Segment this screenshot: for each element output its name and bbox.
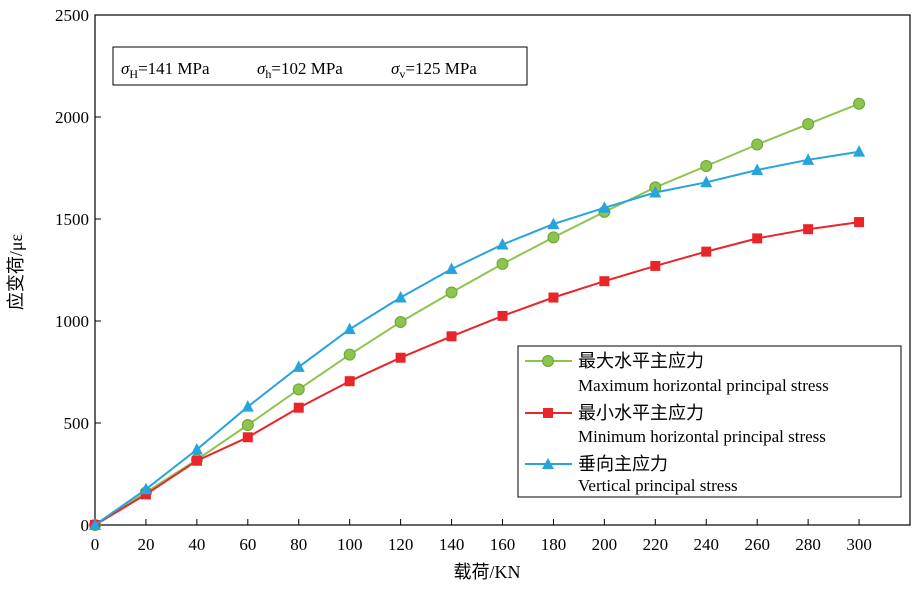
x-tick-label: 120 bbox=[388, 535, 414, 554]
series-layer bbox=[89, 97, 866, 531]
data-point bbox=[496, 238, 509, 250]
data-point bbox=[140, 489, 151, 500]
legend-item-vertical: 垂向主应力 Vertical principal stress bbox=[525, 454, 738, 495]
stress-condition-box: σH=141 MPa σh=102 MPa σv=125 MPa bbox=[112, 46, 528, 86]
data-point bbox=[649, 185, 662, 198]
y-tick-label: 0 bbox=[81, 516, 90, 535]
series-line bbox=[94, 221, 860, 526]
x-tick-label: 260 bbox=[744, 535, 770, 554]
legend-marker-circle bbox=[542, 355, 554, 367]
data-point bbox=[751, 138, 764, 151]
sigma-H-label: σH=141 MPa bbox=[121, 59, 210, 81]
legend-label-cn: 最小水平主应力 bbox=[578, 403, 704, 423]
data-point bbox=[139, 482, 152, 495]
x-tick-label: 100 bbox=[337, 535, 363, 554]
legend-label-en: Vertical principal stress bbox=[578, 476, 738, 495]
legend-label-en: Minimum horizontal principal stress bbox=[578, 427, 826, 446]
data-point bbox=[802, 153, 815, 165]
series-1 bbox=[90, 217, 865, 530]
legend-item-max: 最大水平主应力 Maximum horizontal principal str… bbox=[525, 351, 829, 395]
data-point bbox=[547, 217, 560, 230]
data-point bbox=[599, 276, 610, 287]
data-point bbox=[700, 175, 713, 188]
y-tick-label: 1000 bbox=[55, 312, 89, 331]
data-point bbox=[802, 118, 815, 131]
y-tick-label: 500 bbox=[64, 414, 90, 433]
x-tick-label: 300 bbox=[846, 535, 872, 554]
data-point bbox=[344, 376, 355, 387]
data-point bbox=[548, 292, 559, 303]
sigma-v-label: σv=125 MPa bbox=[391, 59, 477, 81]
data-point bbox=[293, 402, 304, 413]
data-point bbox=[853, 97, 866, 110]
data-point bbox=[853, 145, 866, 157]
data-point bbox=[292, 383, 305, 396]
legend: 最大水平主应力 Maximum horizontal principal str… bbox=[517, 345, 902, 498]
x-tick-label: 80 bbox=[290, 535, 307, 554]
legend-label-cn: 垂向主应力 bbox=[578, 454, 668, 474]
data-point bbox=[547, 231, 560, 244]
data-point bbox=[854, 217, 865, 228]
x-tick-label: 20 bbox=[137, 535, 154, 554]
x-tick-label: 180 bbox=[541, 535, 567, 554]
data-point bbox=[190, 443, 203, 455]
y-tick-label: 1500 bbox=[55, 210, 89, 229]
data-point bbox=[394, 316, 407, 329]
data-point bbox=[752, 233, 763, 244]
legend-marker-triangle bbox=[542, 458, 554, 469]
data-point bbox=[751, 163, 764, 176]
data-point bbox=[497, 310, 508, 321]
x-tick-label: 140 bbox=[439, 535, 465, 554]
data-point bbox=[343, 322, 356, 335]
data-point bbox=[446, 331, 457, 342]
legend-item-min: 最小水平主应力 Minimum horizontal principal str… bbox=[525, 403, 826, 446]
data-point bbox=[445, 262, 458, 274]
data-point bbox=[343, 348, 356, 361]
data-point bbox=[701, 246, 712, 257]
data-point bbox=[241, 400, 254, 412]
data-point bbox=[598, 201, 611, 213]
data-point bbox=[292, 360, 305, 372]
x-tick-label: 160 bbox=[490, 535, 516, 554]
x-axis: 0 20 40 60 80 100 120 140 160 180 200 220 240 260 280 3… bbox=[91, 519, 872, 554]
sigma-h-label: σh=102 MPa bbox=[257, 59, 343, 81]
y-axis: 0 500 1000 1500 2000 2500 bbox=[55, 6, 101, 535]
x-tick-label: 240 bbox=[694, 535, 720, 554]
x-tick-label: 200 bbox=[592, 535, 618, 554]
series-line bbox=[94, 150, 860, 526]
data-point bbox=[395, 352, 406, 363]
data-point bbox=[700, 159, 713, 172]
data-point bbox=[241, 419, 254, 432]
series-2 bbox=[89, 145, 866, 530]
x-tick-label: 0 bbox=[91, 535, 100, 554]
legend-label-cn: 最大水平主应力 bbox=[578, 351, 704, 371]
x-axis-title: 载荷/KN bbox=[454, 562, 521, 582]
series-line bbox=[94, 102, 860, 526]
x-tick-label: 40 bbox=[188, 535, 205, 554]
x-tick-label: 280 bbox=[795, 535, 821, 554]
x-tick-label: 220 bbox=[643, 535, 669, 554]
data-point bbox=[650, 260, 661, 271]
legend-marker-square bbox=[543, 408, 553, 418]
data-point bbox=[445, 286, 458, 299]
data-point bbox=[394, 291, 407, 303]
x-tick-label: 60 bbox=[239, 535, 256, 554]
data-point bbox=[89, 518, 101, 530]
y-tick-label: 2000 bbox=[55, 108, 89, 127]
data-point bbox=[242, 432, 253, 443]
data-point bbox=[191, 455, 202, 466]
data-point bbox=[803, 224, 814, 235]
legend-label-en: Maximum horizontal principal stress bbox=[578, 376, 829, 395]
y-axis-title: 应变荷/με bbox=[6, 233, 26, 310]
data-point bbox=[496, 257, 509, 270]
y-tick-label: 2500 bbox=[55, 6, 89, 25]
